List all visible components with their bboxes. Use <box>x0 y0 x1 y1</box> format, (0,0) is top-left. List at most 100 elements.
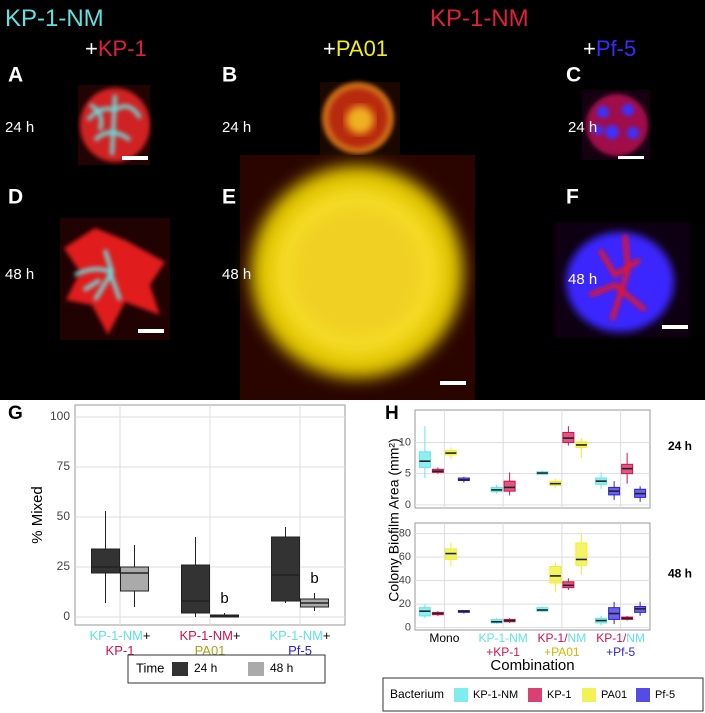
x-tick-label: +Pf-5 <box>606 645 635 659</box>
time-label: 24 h <box>222 119 251 136</box>
y-tick-label: 0 <box>63 609 70 623</box>
micrograph-b <box>320 82 400 165</box>
y-tick-label: 0 <box>405 499 411 511</box>
box <box>549 566 562 584</box>
header-label: +Pf-5 <box>583 36 636 61</box>
box <box>120 566 149 592</box>
y-tick-label: 60 <box>399 551 411 563</box>
x-tick-label-part: +PA01 <box>544 645 580 659</box>
legend-title: Bacterium <box>390 687 444 701</box>
x-tick-label-part: KP-1/ <box>596 631 627 645</box>
box <box>418 451 431 468</box>
x-tick-label: KP-1-NM+ <box>269 628 330 643</box>
y-tick-label: 0 <box>405 622 411 634</box>
time-label: 24 h <box>568 119 597 136</box>
group-letter: b <box>310 570 318 587</box>
micrograph-c <box>582 90 650 160</box>
x-tick-label-part: KP-1-NM <box>179 628 232 643</box>
x-tick-label-part: +KP-1 <box>486 645 520 659</box>
header-label-part: KP-1-NM <box>5 5 104 32</box>
y-tick-label: 5 <box>405 468 411 480</box>
legend-label: KP-1-NM <box>473 689 518 701</box>
legend-swatch <box>528 688 542 702</box>
legend-swatch <box>454 688 468 702</box>
x-tick-label: KP-1-NM <box>478 631 527 645</box>
y-tick-label: 50 <box>57 509 71 523</box>
panel-letter: G <box>8 403 23 424</box>
x-tick-label-part: KP-1 <box>106 643 135 658</box>
x-tick-label-part: KP-1-NM <box>89 628 142 643</box>
box <box>91 548 120 574</box>
x-tick-label-part: KP-1-NM <box>478 631 527 645</box>
time-label: 24 h <box>5 119 34 136</box>
x-tick-label: KP-1/NM <box>538 631 587 645</box>
panel-letter: D <box>8 186 23 209</box>
y-axis-title: % Mixed <box>29 486 46 544</box>
header-label-part: + <box>85 36 98 61</box>
x-tick-label: Mono <box>429 631 459 645</box>
legend-label: 24 h <box>194 661 217 675</box>
time-label: 48 h <box>5 266 34 283</box>
header-label: KP-1-NM <box>430 5 529 32</box>
micrograph-e <box>240 155 475 400</box>
micrograph-d <box>60 218 170 340</box>
x-tick-label: +PA01 <box>544 645 580 659</box>
box <box>181 564 210 614</box>
time-label: 48 h <box>222 266 251 283</box>
legend-swatch <box>172 662 188 676</box>
x-tick-label: KP-1 <box>106 643 135 658</box>
legend-swatch <box>636 688 650 702</box>
panel-letter: E <box>222 186 236 209</box>
x-tick-label-part: NM <box>568 631 587 645</box>
group-letter: b <box>220 590 228 607</box>
y-tick-label: 80 <box>399 527 411 539</box>
x-tick-label: KP-1/NM <box>596 631 645 645</box>
header-label-part: PA01 <box>336 36 388 61</box>
x-tick-label: KP-1-NM+ <box>89 628 150 643</box>
facet-label: 24 h <box>668 439 692 453</box>
panel-letter: C <box>566 64 581 87</box>
y-tick-label: 75 <box>57 459 71 473</box>
header-label-part: Pf-5 <box>596 36 636 61</box>
y-tick-label: 10 <box>399 436 411 448</box>
legend-label: KP-1 <box>547 689 571 701</box>
x-axis-title: Combination <box>490 657 574 674</box>
micrograph-f <box>555 222 690 338</box>
legend-label: 48 h <box>270 661 293 675</box>
x-tick-label: +KP-1 <box>486 645 520 659</box>
header-label-part: + <box>583 36 596 61</box>
legend-title: Time <box>136 660 164 675</box>
x-tick-label-part: + <box>143 628 151 643</box>
micrograph-panel <box>0 0 705 400</box>
panel-letter: B <box>222 64 237 87</box>
y-tick-label: 100 <box>50 409 70 423</box>
header-label: +PA01 <box>323 36 388 61</box>
legend-label: PA01 <box>601 689 627 701</box>
x-tick-label-part: KP-1/ <box>538 631 569 645</box>
y-tick-label: 20 <box>399 598 411 610</box>
header-label: +KP-1 <box>85 36 147 61</box>
x-tick-label-part: KP-1-NM <box>269 628 322 643</box>
x-tick-label-part: + <box>323 628 331 643</box>
time-label: 48 h <box>568 271 597 288</box>
y-axis-title: Colony Biofilm Area (mm²) <box>386 438 402 601</box>
legend-swatch <box>582 688 596 702</box>
panel-letter: A <box>8 64 23 87</box>
legend-swatch <box>248 662 264 676</box>
micrograph-a <box>78 85 150 165</box>
x-tick-label-part: NM <box>626 631 645 645</box>
header-label-part: KP-1 <box>98 36 147 61</box>
panel-letter: H <box>385 403 399 424</box>
box <box>503 480 516 492</box>
box <box>271 536 300 602</box>
x-tick-label-part: Mono <box>429 631 459 645</box>
x-tick-label-part: +Pf-5 <box>606 645 635 659</box>
y-tick-label: 25 <box>57 559 71 573</box>
legend-frame <box>127 654 326 684</box>
header-label: KP-1-NM <box>5 5 104 32</box>
facet-label: 48 h <box>668 567 692 581</box>
x-tick-label: KP-1-NM+ <box>179 628 240 643</box>
header-label-part: + <box>323 36 336 61</box>
